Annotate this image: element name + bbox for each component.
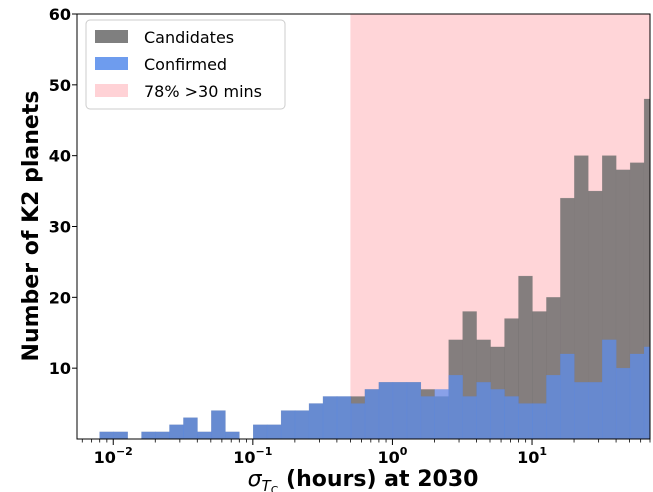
confirmed-bar	[420, 396, 435, 439]
confirmed-bar	[588, 382, 603, 439]
confirmed-bar	[462, 396, 477, 439]
confirmed-bar	[602, 339, 617, 439]
confirmed-bar	[113, 431, 128, 439]
y-tick-label: 10	[49, 359, 71, 378]
confirmed-bar	[476, 382, 491, 439]
confirmed-bar	[253, 424, 268, 439]
confirmed-bar	[141, 431, 156, 439]
y-tick-label: 30	[49, 218, 71, 237]
confirmed-bar	[183, 417, 198, 439]
legend-label-shaded: 78% >30 mins	[144, 82, 262, 101]
confirmed-bar	[434, 389, 449, 439]
x-tick-label: 100	[377, 445, 407, 467]
legend-label-candidates: Candidates	[144, 28, 234, 47]
confirmed-bar	[266, 424, 282, 439]
confirmed-bar	[546, 375, 561, 439]
confirmed-bar	[629, 353, 645, 439]
candidates-bar	[588, 190, 603, 439]
confirmed-bar	[308, 403, 324, 439]
legend-label-confirmed: Confirmed	[144, 55, 227, 74]
candidates-bar	[518, 275, 533, 439]
x-tick-label: 10−2	[94, 445, 133, 467]
confirmed-bar	[448, 375, 463, 439]
y-tick-label: 50	[49, 76, 71, 95]
confirmed-bar	[532, 403, 547, 439]
confirmed-bar	[294, 410, 310, 439]
legend-box	[85, 19, 286, 110]
confirmed-bar	[406, 382, 422, 439]
confirmed-bar	[643, 346, 650, 439]
confirmed-bar	[615, 367, 631, 439]
y-tick-label: 40	[49, 147, 71, 166]
confirmed-bar	[378, 382, 394, 439]
confirmed-bar	[99, 431, 114, 439]
confirmed-bar	[560, 353, 575, 439]
legend-swatch-confirmed	[95, 57, 128, 70]
x-axis-title-sub: T	[262, 477, 273, 492]
confirmed-bar	[211, 410, 226, 439]
confirmed-bar	[350, 403, 366, 439]
x-axis-title-subsub: C	[271, 484, 279, 492]
confirmed-bar	[518, 403, 533, 439]
confirmed-bar	[336, 396, 352, 439]
axes: 10 20 30 40 50 60 10−2 10−1 100 101	[49, 5, 651, 467]
plot-area	[99, 14, 650, 439]
confirmed-bar	[280, 410, 296, 439]
confirmed-bar	[392, 382, 408, 439]
x-tick-label: 10−1	[233, 445, 272, 467]
confirmed-bar	[490, 389, 505, 439]
confirmed-bar	[364, 389, 380, 439]
x-axis-title-sigma: σ	[248, 467, 263, 492]
legend-swatch-shaded	[95, 84, 128, 97]
y-axis-title: Number of K2 planets	[19, 91, 44, 362]
y-tick-label: 60	[49, 5, 71, 24]
confirmed-bar	[574, 382, 589, 439]
x-tick-label: 101	[517, 445, 547, 467]
legend-swatch-candidates	[95, 30, 128, 43]
confirmed-bar	[322, 396, 338, 439]
candidates-bar	[643, 98, 650, 439]
confirmed-bar	[504, 396, 519, 439]
confirmed-bar	[197, 431, 212, 439]
confirmed-bar	[225, 431, 240, 439]
y-tick-label: 20	[49, 288, 71, 307]
legend: Candidates Confirmed 78% >30 mins	[85, 19, 286, 110]
x-axis-title: σTC (hours) at 2030	[248, 467, 479, 492]
confirmed-bar	[169, 424, 184, 439]
x-axis-title-text: (hours) at 2030	[278, 467, 478, 492]
confirmed-bar	[155, 431, 170, 439]
